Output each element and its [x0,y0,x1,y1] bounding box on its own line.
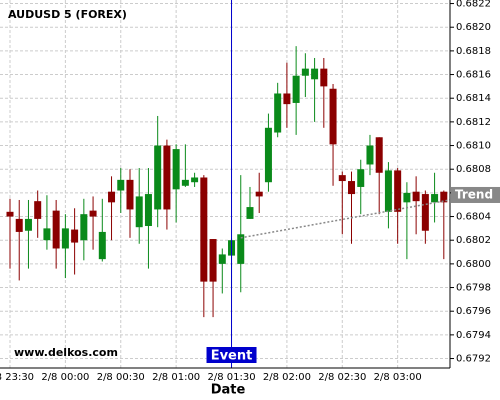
candle-body [292,75,300,103]
candle-body [34,201,42,219]
candle-body [43,228,51,241]
candle-body [172,149,180,190]
candle-body [71,229,79,243]
y-tick-label: 0.6792 [456,354,491,365]
trend-line [240,199,450,239]
y-tick-label: 0.6808 [456,164,491,175]
y-tick-label: 0.6820 [456,22,491,33]
candle-body [80,214,88,241]
y-tick-label: 0.6798 [456,283,491,294]
candle-body [394,170,402,212]
candle-body [421,194,429,231]
candle-body [246,207,254,219]
candle-body [52,210,60,249]
candle-body [440,191,448,203]
y-tick-label: 0.6810 [456,141,491,152]
candle-body [144,194,152,227]
candle-body [89,210,97,217]
candle-body [154,145,162,210]
labels: 0.6792 0.6794 0.6796 0.6798 0.6800 0.6802 0.68… [0,0,500,383]
y-tick-label: 0.6814 [456,93,491,104]
candle-body [24,218,32,231]
candle-body [274,93,282,133]
x-axis-title: Date [211,383,246,398]
candle-body [366,145,374,165]
x-tick-label: 2/8 23:30 [0,372,34,383]
watermark: www.delkos.com [14,346,118,359]
candle-body [117,179,125,191]
chart-title: AUDUSD 5 (FOREX) [8,8,127,21]
candle-body [311,68,319,80]
candle-body [264,127,272,183]
candle-body [191,177,199,183]
y-tick-label: 0.6804 [456,212,491,223]
y-tick-label: 0.6816 [456,70,491,81]
candle-body [237,234,245,264]
trend-label-box [451,186,500,203]
candle-body [412,191,420,202]
candle-body [15,218,23,232]
y-tick-label: 0.6822 [456,0,491,10]
candle-body [403,192,411,203]
candle-body [61,228,69,249]
candle-body [209,239,217,282]
y-tick-label: 0.6800 [456,259,491,270]
event-label-box [206,347,257,363]
y-tick-label: 0.6794 [456,330,491,341]
candle-body [301,68,309,76]
candle-body [218,254,226,264]
candle-body [126,179,134,210]
candle-body [384,170,392,212]
candle-body [431,194,439,203]
x-tick-label: 2/8 02:30 [318,372,366,383]
candle-body [320,68,328,87]
candle-body [200,177,208,282]
y-tick-label: 0.6818 [456,46,491,57]
x-tick-label: 2/8 00:00 [41,372,89,383]
candle-body [163,145,171,210]
candle-body [181,179,189,186]
candle-body [135,196,143,228]
y-tick-label: 0.6796 [456,306,491,317]
candle-body [255,191,263,197]
x-tick-label: 2/8 03:00 [374,372,422,383]
candle-body [329,88,337,145]
x-tick-label: 2/8 01:00 [152,372,200,383]
candle-body [357,169,365,187]
trend-label: Trend [455,187,493,201]
x-tick-label: 2/8 01:30 [207,372,255,383]
candle-body [6,211,14,217]
candle-body [108,191,116,203]
event-label: Event [211,349,253,364]
candle-body [375,137,383,173]
plot [6,0,450,368]
candle-body [348,181,356,195]
x-tick-label: 2/8 00:30 [97,372,145,383]
candle-body [283,93,291,105]
y-tick-label: 0.6812 [456,117,491,128]
candle-body [98,231,106,260]
x-tick-label: 2/8 02:00 [263,372,311,383]
candle-body [338,175,346,182]
y-tick-label: 0.6802 [456,235,491,246]
